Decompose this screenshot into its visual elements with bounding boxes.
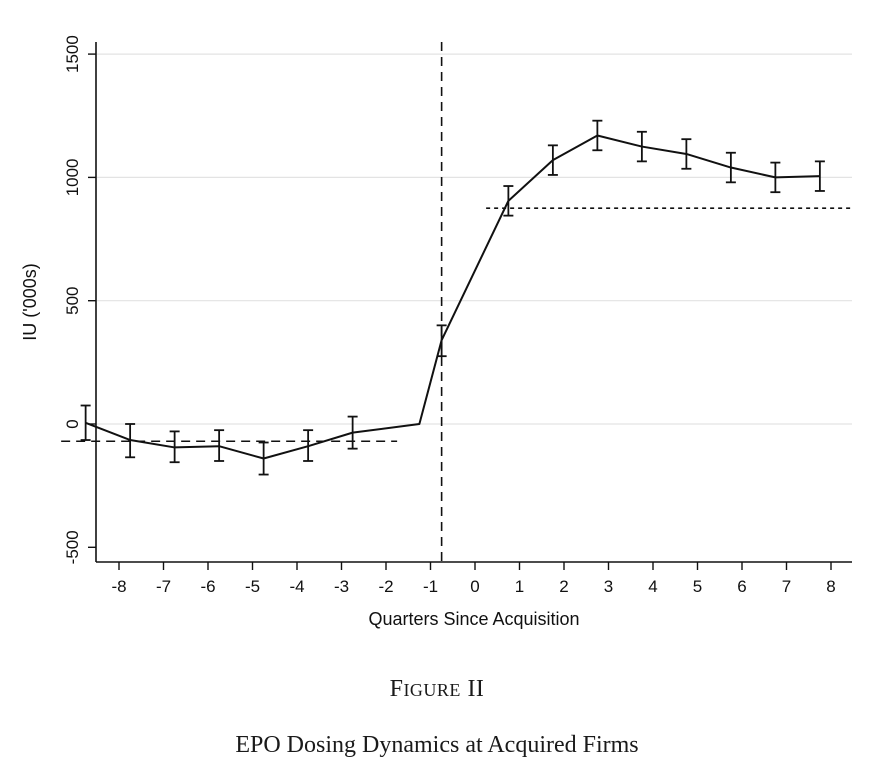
figure-title: EPO Dosing Dynamics at Acquired Firms	[235, 732, 639, 758]
x-tick-label: -1	[423, 577, 438, 596]
figure-label-initial: F	[389, 676, 404, 702]
series	[85, 134, 820, 460]
y-ticks: -500 0 500 1000 1500	[63, 35, 96, 564]
y-tick-label: 1000	[63, 158, 82, 196]
x-ticks: -8 -7 -6 -5 -4 -3 -2 -1 0 1 2 3 4 5 6 7 8	[111, 562, 836, 596]
figure-label: FIGURE II	[0, 676, 874, 703]
x-tick-label: 2	[559, 577, 568, 596]
series-line	[85, 134, 820, 460]
figure-number: II	[467, 676, 485, 702]
x-axis-label: Quarters Since Acquisition	[368, 609, 579, 629]
x-tick-label: -2	[378, 577, 393, 596]
chart: -500 0 500 1000 1500 -8 -7 -6 -5 -4 -3 -2 -1 0 1 2 3 4 5 6…	[20, 35, 854, 629]
axes	[95, 42, 852, 563]
x-tick-label: 5	[693, 577, 702, 596]
x-tick-label: 0	[470, 577, 479, 596]
x-tick-label: 8	[826, 577, 835, 596]
y-tick-label: 500	[63, 287, 82, 315]
error-bar	[814, 160, 825, 192]
x-tick-label: -7	[156, 577, 171, 596]
y-tick-label: 0	[63, 419, 82, 428]
reference-lines	[61, 42, 854, 562]
x-tick-label: 4	[648, 577, 657, 596]
x-tick-label: 6	[737, 577, 746, 596]
y-tick-label: 1500	[63, 35, 82, 73]
y-tick-label: -500	[63, 530, 82, 564]
figure-label-rest: IGURE	[403, 680, 461, 700]
x-tick-label: -3	[334, 577, 349, 596]
x-tick-label: 3	[604, 577, 613, 596]
x-tick-label: -4	[289, 577, 304, 596]
x-tick-label: -5	[245, 577, 260, 596]
y-axis-label: IU ('000s)	[20, 263, 40, 340]
x-tick-label: -8	[111, 577, 126, 596]
x-tick-label: -6	[200, 577, 215, 596]
x-tick-label: 7	[782, 577, 791, 596]
x-tick-label: 1	[515, 577, 524, 596]
gridlines	[97, 53, 852, 425]
